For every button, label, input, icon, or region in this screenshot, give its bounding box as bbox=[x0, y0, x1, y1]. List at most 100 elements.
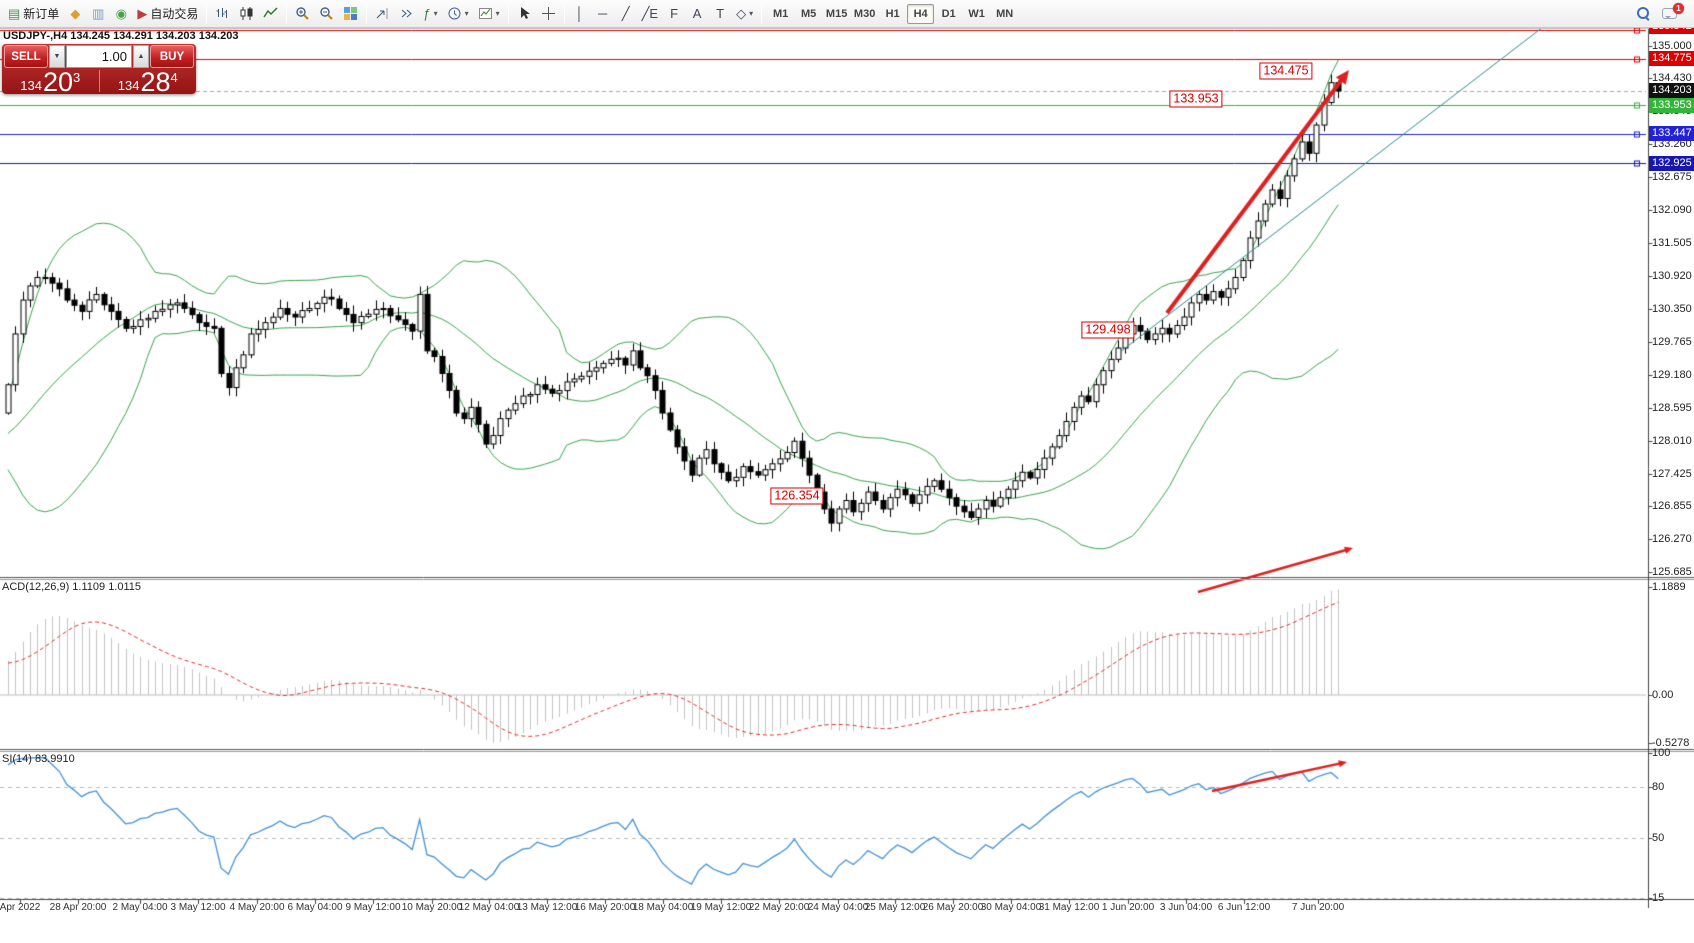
new-order-icon: ▤ bbox=[8, 6, 21, 21]
candlestick-chart-button[interactable] bbox=[235, 3, 258, 25]
indicators-button[interactable]: ƒ ▾ bbox=[419, 3, 441, 25]
text-button[interactable]: A bbox=[686, 3, 708, 25]
toolbar-right-group: 1 bbox=[1637, 3, 1690, 21]
volume-decrease-button[interactable]: ▼ bbox=[49, 45, 65, 68]
toolbar-button-group: ▤ 新订单 ◆ ▥ ◉ ▶ 自动交易 ƒ ▾ ▾ ▾ │ ─ ╱ ╱E F A T ◇ ▾ bbox=[4, 3, 765, 25]
buy-price-prefix: 134 bbox=[117, 78, 140, 93]
toolbar-separator bbox=[286, 3, 288, 24]
arrows-button[interactable]: ◇ ▾ bbox=[732, 3, 757, 25]
templates-button[interactable]: ▾ bbox=[474, 3, 504, 25]
search-icon[interactable] bbox=[1637, 7, 1650, 20]
tile-windows-button[interactable] bbox=[339, 3, 362, 25]
trade-panel-divider bbox=[98, 70, 100, 92]
sell-button[interactable]: SELL bbox=[4, 45, 48, 68]
line-chart-button[interactable] bbox=[259, 3, 282, 25]
auto-trading-icon: ▶ bbox=[137, 6, 148, 21]
timeframe-button-m1[interactable]: M1 bbox=[767, 4, 794, 24]
text-icon: A bbox=[692, 6, 702, 21]
depth-of-market-button[interactable]: ▥ bbox=[87, 3, 109, 25]
fibonacci-icon: F bbox=[670, 6, 679, 21]
buy-price-pip: 4 bbox=[170, 70, 178, 85]
buy-price-main: 28 bbox=[140, 67, 171, 97]
cursor-button[interactable] bbox=[513, 3, 536, 25]
candlestick-chart-icon bbox=[239, 6, 254, 21]
bar-chart-button[interactable] bbox=[211, 3, 234, 25]
arrows-icon: ◇ bbox=[736, 6, 747, 21]
vertical-line-button[interactable]: │ bbox=[569, 3, 591, 25]
sell-price-prefix: 134 bbox=[20, 78, 42, 93]
equidistant-channel-button[interactable]: ╱E bbox=[638, 3, 663, 25]
buy-button[interactable]: BUY bbox=[150, 45, 194, 68]
new-order-button[interactable]: ▤ 新订单 bbox=[4, 3, 63, 25]
timeframe-button-w1[interactable]: W1 bbox=[963, 4, 990, 24]
signals-icon: ◉ bbox=[115, 6, 127, 21]
line-chart-icon bbox=[263, 6, 278, 21]
new-order-label: 新订单 bbox=[23, 7, 60, 21]
sell-price[interactable]: 134 20 3 bbox=[4, 67, 97, 97]
crosshair-button[interactable] bbox=[537, 3, 560, 25]
zoom-out-icon bbox=[319, 6, 334, 21]
crosshair-icon bbox=[541, 6, 556, 21]
timeframe-button-m5[interactable]: M5 bbox=[795, 4, 822, 24]
text-label-button[interactable]: T bbox=[709, 3, 731, 25]
depth-of-market-icon: ▥ bbox=[92, 6, 105, 21]
trade-panel-controls: SELL ▼ ▲ BUY bbox=[4, 45, 194, 68]
main-toolbar: ▤ 新订单 ◆ ▥ ◉ ▶ 自动交易 ƒ ▾ ▾ ▾ │ ─ ╱ ╱E F A T ◇ ▾ M1 M5 M15 M30 H1 H… bbox=[0, 0, 1694, 28]
timeframe-button-d1[interactable]: D1 bbox=[935, 4, 962, 24]
chart-shift-button[interactable] bbox=[371, 3, 394, 25]
periods-button[interactable]: ▾ bbox=[443, 3, 473, 25]
volume-increase-button[interactable]: ▲ bbox=[133, 45, 149, 68]
dropdown-arrow-icon: ▾ bbox=[749, 9, 754, 18]
dropdown-arrow-icon: ▾ bbox=[495, 9, 500, 18]
volume-input[interactable] bbox=[66, 45, 132, 68]
price-callout[interactable]: 129.498 bbox=[1081, 321, 1135, 339]
timeframe-button-h1[interactable]: H1 bbox=[879, 4, 906, 24]
auto-trading-button[interactable]: ▶ 自动交易 bbox=[133, 3, 202, 25]
timeframe-button-m15[interactable]: M15 bbox=[823, 4, 850, 24]
price-callout[interactable]: 126.354 bbox=[770, 487, 824, 505]
sell-price-pip: 3 bbox=[73, 70, 81, 85]
timeframe-button-m30[interactable]: M30 bbox=[851, 4, 878, 24]
chat-button[interactable]: 1 bbox=[1662, 3, 1684, 21]
fibonacci-button[interactable]: F bbox=[663, 3, 685, 25]
price-alert-icon: ◆ bbox=[70, 6, 81, 21]
chart-title: USDJPY-,H4 134.245 134.291 134.203 134.2… bbox=[3, 30, 239, 42]
trendline-button[interactable]: ╱ bbox=[615, 3, 637, 25]
text-label-icon: T bbox=[716, 6, 725, 21]
dropdown-arrow-icon: ▾ bbox=[433, 9, 438, 18]
sell-price-main: 20 bbox=[42, 67, 73, 97]
buy-price[interactable]: 134 28 4 bbox=[102, 67, 195, 97]
timeframe-button-group: M1 M5 M15 M30 H1 H4 D1 W1 MN bbox=[767, 3, 1018, 24]
zoom-in-button[interactable] bbox=[291, 3, 314, 25]
equidistant-channel-icon: ╱E bbox=[641, 6, 659, 21]
zoom-out-button[interactable] bbox=[315, 3, 338, 25]
tile-windows-icon bbox=[343, 6, 358, 21]
timeframe-button-mn[interactable]: MN bbox=[991, 4, 1018, 24]
indicators-icon: ƒ bbox=[423, 6, 431, 21]
price-alert-button[interactable]: ◆ bbox=[64, 3, 86, 25]
signals-button[interactable]: ◉ bbox=[110, 3, 132, 25]
trade-panel-prices: 134 20 3 134 28 4 bbox=[4, 67, 195, 97]
cursor-icon bbox=[517, 6, 532, 21]
horizontal-line-button[interactable]: ─ bbox=[592, 3, 614, 25]
trendline-icon: ╱ bbox=[621, 6, 630, 21]
toolbar-separator bbox=[507, 3, 509, 24]
zoom-in-icon bbox=[295, 6, 310, 21]
auto-trading-label: 自动交易 bbox=[150, 7, 199, 21]
chart-shift-icon bbox=[375, 6, 390, 21]
toolbar-separator bbox=[761, 3, 763, 24]
notification-badge: 1 bbox=[1673, 3, 1684, 14]
horizontal-line-icon: ─ bbox=[598, 6, 608, 21]
price-callout[interactable]: 134.475 bbox=[1259, 62, 1313, 80]
templates-icon bbox=[478, 6, 493, 21]
auto-scroll-button[interactable] bbox=[395, 3, 418, 25]
periods-icon bbox=[447, 6, 462, 21]
toolbar-separator bbox=[366, 3, 368, 24]
timeframe-button-h4[interactable]: H4 bbox=[907, 3, 935, 24]
toolbar-separator bbox=[206, 3, 208, 24]
toolbar-separator bbox=[563, 3, 565, 24]
bar-chart-icon bbox=[215, 6, 230, 21]
price-callout[interactable]: 133.953 bbox=[1169, 90, 1223, 108]
